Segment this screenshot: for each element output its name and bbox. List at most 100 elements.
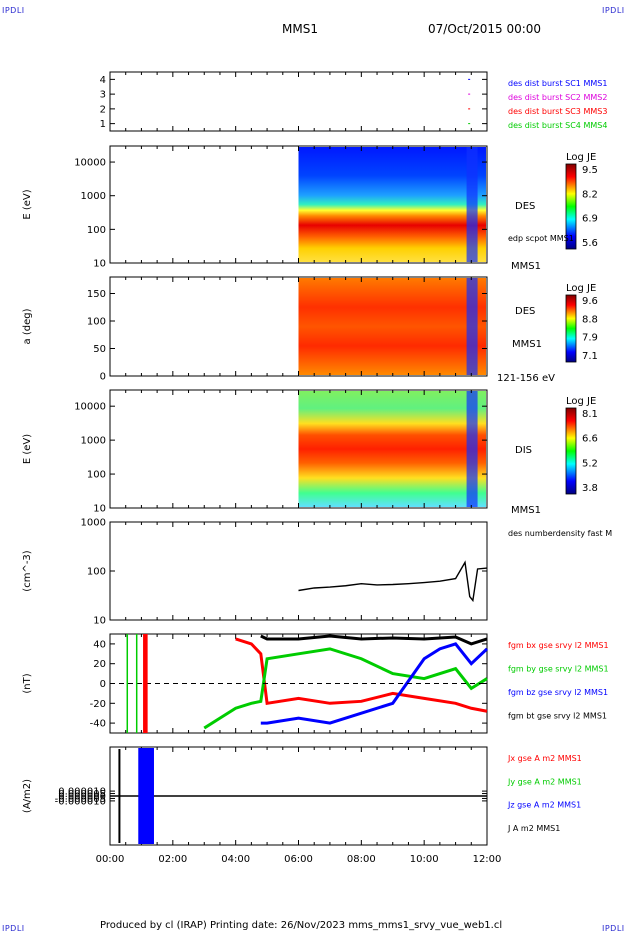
colorbar-tick: 9.6 (582, 296, 598, 307)
y-axis-label: (A/m2) (22, 779, 33, 813)
y-axis-label: a (deg) (22, 308, 33, 344)
y-tick-label: -40 (90, 719, 106, 730)
heatmap-boundary-des_energy (466, 147, 478, 262)
y-tick-label: 100 (87, 567, 106, 578)
colorbar-tick: 5.2 (582, 458, 598, 469)
y-tick-label: 4 (100, 75, 106, 86)
colorbar-des_pitch (565, 294, 577, 363)
colorbar-tick: 6.9 (582, 214, 598, 225)
y-tick-label: 0 (100, 679, 106, 690)
y-tick-label: 10000 (74, 158, 106, 169)
y-tick-label: 100 (87, 470, 106, 481)
datetime-title: 07/Oct/2015 00:00 (428, 22, 542, 36)
y-axis-label: (cm^-3) (22, 550, 33, 591)
heatmap-boundary-des_pitch (466, 278, 478, 375)
y-tick-label: 10 (93, 259, 106, 270)
y-tick-label: 10000 (74, 402, 106, 413)
colorbar-title-des_energy: Log JE (566, 152, 596, 163)
colorbar-title-des_pitch: Log JE (566, 283, 596, 294)
colorbar-tick: 6.6 (582, 434, 598, 445)
y-tick-label: 10 (93, 616, 106, 627)
x-tick-label: 04:00 (221, 854, 250, 865)
panel-frame-density (109, 521, 488, 621)
panel-label: MMS1 (511, 261, 541, 272)
colorbar-dis_energy (565, 407, 577, 495)
legend-entry: des numberdensity fast M (508, 529, 612, 538)
y-axis-label: E (eV) (22, 189, 33, 219)
panel-label: MMS1 (511, 505, 541, 516)
x-tick-label: 08:00 (347, 854, 376, 865)
series-line (203, 647, 488, 730)
heatmap-des_energy (298, 147, 486, 262)
panel-frame-burst (109, 71, 488, 132)
colorbar-des_energy (565, 163, 577, 250)
panel-label: DES (515, 201, 535, 212)
colorbar-tick: 7.1 (582, 351, 598, 362)
y-tick-label: 150 (87, 289, 106, 300)
y-tick-label: 2 (100, 104, 106, 115)
heatmap-dis_energy (298, 391, 486, 507)
colorbar-tick: 5.6 (582, 238, 598, 249)
y-tick-label: 1 (100, 119, 106, 130)
panel-label: edp scpot MMS1 (508, 234, 574, 243)
x-tick-label: 12:00 (473, 854, 502, 865)
y-tick-label: 0 (100, 372, 106, 383)
y-tick-label: 100 (87, 317, 106, 328)
colorbar-tick: 8.1 (582, 409, 598, 420)
y-tick-label: 10 (93, 504, 106, 515)
colorbar-tick: 8.2 (582, 189, 598, 200)
colorbar-tick: 8.8 (582, 314, 598, 325)
colorbar-tick: 9.5 (582, 165, 598, 176)
y-tick-label: 0.000000 (58, 792, 106, 803)
x-tick-label: 02:00 (158, 854, 187, 865)
legend-entry: fgm bt gse srvy l2 MMS1 (508, 712, 607, 721)
brand-bottom-left: IPDLI (2, 924, 25, 933)
y-axis-label: (nT) (22, 673, 33, 693)
y-tick-label: 0.000010 (58, 787, 106, 798)
current-spike (138, 748, 154, 844)
panel-label: DIS (515, 445, 532, 456)
x-tick-label: 10:00 (410, 854, 439, 865)
y-tick-label: -0.000010 (55, 796, 106, 807)
legend-entry: fgm bx gse srvy l2 MMS1 (508, 641, 609, 650)
y-tick-label: 1000 (81, 518, 106, 529)
series-line (260, 634, 488, 646)
legend-entry: des dist burst SC4 MMS4 (508, 121, 607, 130)
x-tick-label: 00:00 (96, 854, 125, 865)
series-line (260, 642, 489, 725)
y-tick-label: 20 (93, 659, 106, 670)
y-tick-label: 100 (87, 225, 106, 236)
y-tick-label: -20 (90, 699, 106, 710)
legend-entry: fgm bz gse srvy l2 MMS1 (508, 688, 608, 697)
footer-credits: Produced by cl (IRAP) Printing date: 26/… (100, 920, 503, 931)
y-tick-label: 50 (93, 344, 106, 355)
colorbar-title-dis_energy: Log JE (566, 396, 596, 407)
y-tick-label: 1000 (81, 436, 106, 447)
panel-label: 121-156 eV (497, 373, 555, 384)
legend-entry: Jz gse A m2 MMS1 (507, 801, 581, 810)
brand-top-right: IPDLI (602, 6, 625, 15)
y-tick-label: 3 (100, 90, 106, 101)
heatmap-boundary-dis_energy (466, 391, 478, 507)
colorbar-tick: 3.8 (582, 483, 598, 494)
panel-label: DES (515, 306, 535, 317)
legend-entry: fgm by gse srvy l2 MMS1 (508, 665, 609, 674)
legend-entry: J A m2 MMS1 (507, 824, 560, 833)
brand-bottom-right: IPDLI (602, 924, 625, 933)
legend-entry: Jy gse A m2 MMS1 (507, 777, 582, 786)
legend-entry: Jx gse A m2 MMS1 (507, 754, 582, 763)
brand-top-left: IPDLI (2, 6, 25, 15)
legend-entry: des dist burst SC3 MMS3 (508, 107, 607, 116)
panel-label: MMS1 (512, 339, 542, 350)
colorbar-tick: 7.9 (582, 333, 598, 344)
heatmap-des_pitch (298, 278, 486, 375)
legend-entry: des dist burst SC1 MMS1 (508, 79, 607, 88)
series-line (298, 560, 488, 603)
y-tick-label: -0.000005 (55, 794, 106, 805)
series-line (235, 637, 488, 713)
y-tick-label: 40 (93, 639, 106, 650)
y-tick-label: 1000 (81, 191, 106, 202)
y-axis-label: E (eV) (22, 434, 33, 464)
legend-entry: des dist burst SC2 MMS2 (508, 93, 607, 102)
